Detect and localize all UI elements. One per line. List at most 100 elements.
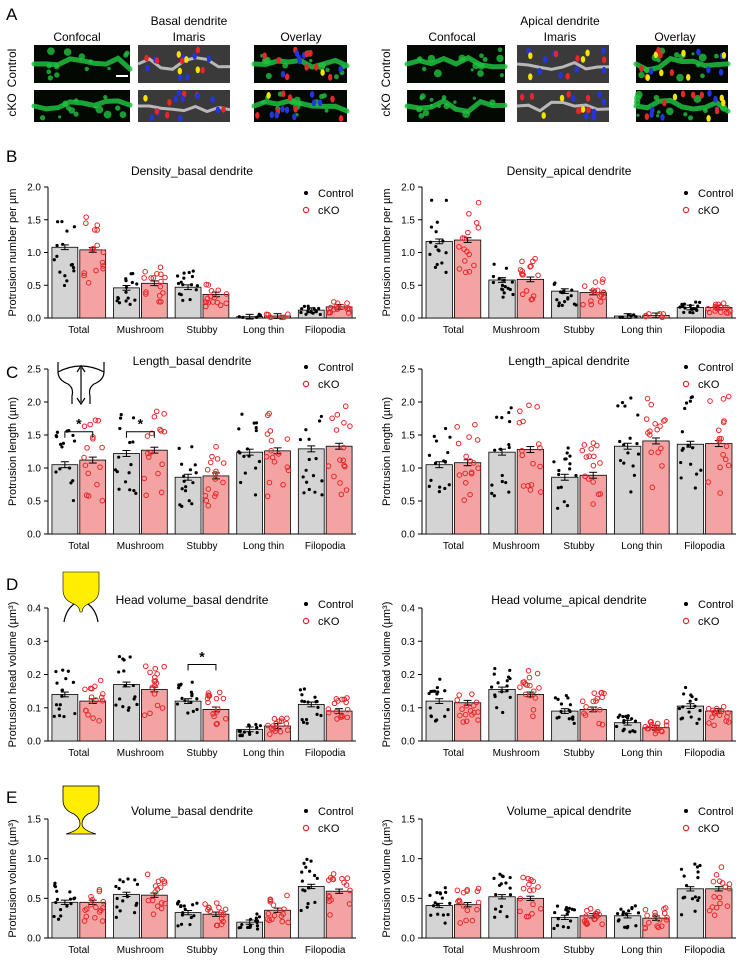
point-cko <box>92 683 98 690</box>
y-tick-label: 0.0 <box>401 314 415 325</box>
spine-signal <box>477 70 484 77</box>
spine-marker <box>714 107 720 114</box>
point-cko <box>464 907 471 914</box>
y-tick-label: 0.5 <box>27 497 41 508</box>
point-control <box>697 896 701 900</box>
y-tick-label: 1.5 <box>401 815 415 826</box>
point-cko <box>474 888 481 895</box>
spine-marker <box>699 91 705 99</box>
point-cko <box>526 402 532 409</box>
point-cko <box>530 258 536 265</box>
point-cko <box>720 300 727 307</box>
spine-signal <box>320 61 326 68</box>
point-control <box>623 404 627 408</box>
legend-label-cko: cKO <box>318 205 340 217</box>
point-control <box>508 875 512 880</box>
length-schematic-icon <box>57 362 105 406</box>
point-control <box>252 421 256 425</box>
point-control <box>59 914 63 918</box>
dendrite-signal <box>633 97 731 114</box>
spine-signal <box>700 73 705 79</box>
spine-marker <box>143 94 148 102</box>
point-cko <box>520 874 526 881</box>
bar-cko <box>642 440 670 535</box>
point-control <box>61 242 65 246</box>
point-control <box>557 715 561 719</box>
point-cko <box>718 435 724 442</box>
spine-marker <box>574 66 579 74</box>
point-control <box>690 897 695 901</box>
point-cko <box>591 690 598 696</box>
point-control <box>195 707 199 712</box>
point-control <box>115 905 119 909</box>
y-tick-label: 0.3 <box>27 637 41 648</box>
point-control <box>684 401 689 405</box>
spine-marker <box>179 57 185 65</box>
spine-signal <box>489 99 496 106</box>
point-control <box>255 924 260 928</box>
spine-signal <box>422 109 430 117</box>
point-control <box>249 917 253 921</box>
point-cko <box>710 878 717 885</box>
point-cko <box>529 910 535 917</box>
spine-marker <box>304 50 309 58</box>
point-control <box>319 713 323 718</box>
spine-marker <box>672 93 678 101</box>
legend-marker-control <box>684 602 688 606</box>
point-cko <box>152 665 159 672</box>
point-cko <box>214 922 221 929</box>
point-cko <box>470 702 477 709</box>
point-cko <box>271 459 278 465</box>
point-cko <box>711 722 717 729</box>
point-cko <box>705 305 711 312</box>
point-cko <box>529 296 536 302</box>
legend-marker-control <box>684 809 688 813</box>
spine-signal <box>309 58 313 63</box>
point-control <box>628 730 632 734</box>
point-cko <box>220 695 227 702</box>
point-control <box>492 262 496 266</box>
legend-label-control: Control <box>698 599 733 611</box>
point-control <box>635 442 639 446</box>
point-cko <box>154 903 161 909</box>
point-cko <box>158 900 165 906</box>
point-control <box>186 711 190 715</box>
point-control <box>696 876 700 880</box>
point-control <box>130 280 134 285</box>
point-control <box>71 433 75 438</box>
y-axis-label: Protrusion volume (µm³) <box>7 819 19 937</box>
point-control <box>677 706 682 711</box>
point-cko <box>530 293 537 299</box>
x-tick-label: Stubby <box>186 325 217 336</box>
point-control <box>555 904 560 908</box>
y-tick-label: 1.5 <box>401 431 415 442</box>
spine-marker <box>597 91 602 98</box>
legend-label-cko: cKO <box>318 379 340 391</box>
y-tick-label: 2.5 <box>27 365 41 376</box>
point-cko <box>520 271 526 278</box>
point-control <box>52 258 56 262</box>
spine-signal <box>666 107 674 116</box>
spine-marker <box>707 89 712 97</box>
point-cko <box>344 300 350 306</box>
x-tick-label: Total <box>68 748 89 759</box>
point-control <box>618 315 622 319</box>
spine-marker <box>200 66 205 74</box>
point-cko <box>99 444 105 451</box>
point-cko <box>456 472 463 478</box>
spine-marker <box>639 65 644 73</box>
point-control <box>121 899 125 903</box>
point-cko <box>588 298 594 304</box>
point-control <box>53 883 57 888</box>
micrograph <box>137 89 231 122</box>
chart-title: Density_basal dendrite <box>131 164 253 178</box>
point-control <box>681 705 685 709</box>
spine-signal <box>453 100 457 104</box>
point-control <box>253 493 258 497</box>
point-control <box>689 462 693 466</box>
point-control <box>183 907 187 911</box>
spine-marker <box>311 99 317 107</box>
point-control <box>58 442 63 446</box>
point-control <box>500 473 504 478</box>
point-control <box>246 925 250 930</box>
